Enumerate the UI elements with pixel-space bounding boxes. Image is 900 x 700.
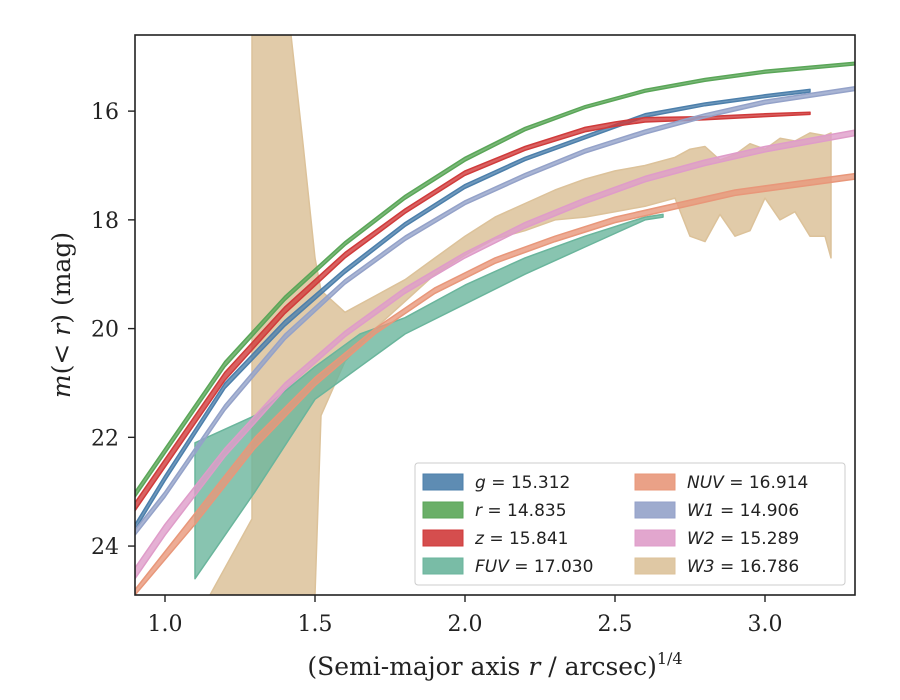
legend-label-g: g = 15.312: [475, 473, 570, 493]
legend-swatch-z: [422, 529, 464, 547]
y-axis: 16 18 20 22 24: [91, 100, 135, 560]
legend-swatch-g: [422, 473, 464, 491]
legend-swatch-fuv: [422, 557, 464, 575]
band-r: [135, 61, 855, 498]
legend-label-z: z = 15.841: [474, 529, 568, 549]
x-tick-label: 2.5: [598, 612, 633, 637]
y-tick-label: 20: [91, 318, 119, 343]
legend-swatch-w1: [634, 501, 676, 519]
y-tick-label: 24: [91, 535, 119, 560]
x-tick-label: 1.0: [148, 612, 183, 637]
x-tick-label: 1.5: [298, 612, 333, 637]
legend-swatch-w3: [634, 557, 676, 575]
legend: g = 15.312 r = 14.835 z = 15.841 FUV = 17.0…: [414, 462, 846, 586]
legend-label-r: r = 14.835: [475, 501, 567, 521]
legend-swatch-r: [422, 501, 464, 519]
series-bands: [135, 35, 855, 595]
y-axis-title: m(< r) (mag): [47, 232, 76, 398]
legend-swatch-w2: [634, 529, 676, 547]
x-axis-title: (Semi-major axis r / arcsec)1/4: [307, 649, 682, 681]
plot-frame: [134, 34, 856, 596]
legend-label-fuv: FUV = 17.030: [475, 557, 593, 577]
legend-box: [414, 462, 846, 586]
x-axis: 1.0 1.5 2.0 2.5 3.0: [148, 595, 783, 637]
band-w1: [135, 85, 855, 536]
band-g: [135, 88, 811, 531]
legend-label-nuv: NUV = 16.914: [687, 473, 808, 493]
y-tick-label: 16: [91, 100, 119, 125]
y-tick-label: 22: [91, 426, 119, 451]
legend-swatch-nuv: [634, 473, 676, 491]
legend-label-w2: W2 = 15.289: [687, 529, 799, 549]
band-z: [135, 111, 811, 512]
legend-label-w3: W3 = 16.786: [687, 557, 799, 577]
y-tick-label: 18: [91, 209, 119, 234]
legend-label-w1: W1 = 14.906: [687, 501, 799, 521]
x-tick-label: 2.0: [448, 612, 483, 637]
x-tick-label: 3.0: [748, 612, 783, 637]
band-w2: [135, 129, 855, 580]
band-nuv: [135, 172, 855, 595]
